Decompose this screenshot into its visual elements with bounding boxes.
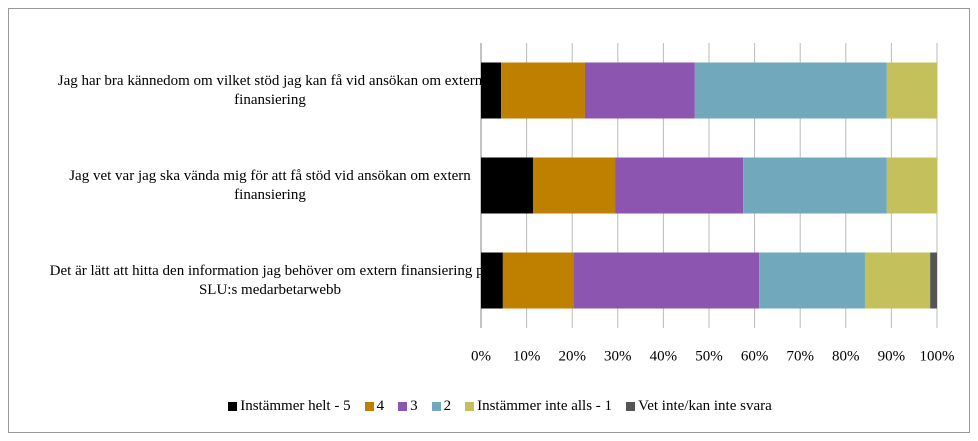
x-tick-label: 80%: [832, 348, 860, 364]
legend-swatch: [626, 402, 636, 411]
legend: Instämmer helt - 5 4 3 2 Instämmer inte alls…: [18, 398, 978, 415]
legend-item: 3: [398, 398, 418, 415]
chart-border: [8, 8, 970, 433]
legend-label: 4: [376, 398, 385, 414]
legend-swatch: [228, 402, 238, 411]
legend-item: Instämmer inte alls - 1: [465, 398, 612, 415]
bar-segment: [532, 157, 616, 214]
bar-segment: [759, 252, 865, 309]
y-tick-label: Det är lätt att hitta den information ja…: [49, 262, 491, 298]
x-tick-label: 10%: [513, 348, 541, 364]
x-tick-label: 30%: [604, 348, 632, 364]
bar-segment: [694, 62, 887, 119]
bar-segment: [481, 252, 503, 309]
bar-segment: [574, 252, 760, 309]
legend-label: 2: [443, 398, 452, 414]
x-tick-label: 100%: [920, 348, 955, 364]
bar-segment: [886, 157, 937, 214]
bar-segment: [743, 157, 887, 214]
bar-segment: [502, 252, 575, 309]
x-tick-label: 0%: [471, 348, 491, 364]
legend-label: Instämmer inte alls - 1: [477, 398, 613, 414]
x-tick-label: 40%: [650, 348, 678, 364]
legend-swatch: [364, 402, 374, 411]
legend-item: Instämmer helt - 5: [228, 398, 351, 415]
bar-segment: [501, 62, 585, 119]
legend-swatch: [465, 402, 475, 411]
legend-swatch: [431, 402, 441, 411]
bar-segment: [930, 252, 937, 309]
bar-segment: [864, 252, 931, 309]
bar-segment: [481, 157, 533, 214]
bar-segment: [615, 157, 744, 214]
legend-label: Instämmer helt - 5: [240, 398, 351, 414]
x-tick-label: 90%: [878, 348, 906, 364]
bar-segment: [481, 62, 502, 119]
x-tick-label: 20%: [558, 348, 586, 364]
legend-item: 4: [364, 398, 385, 415]
y-tick-label: Jag vet var jag ska vända mig för att få…: [69, 167, 471, 203]
legend-swatch: [398, 402, 408, 411]
legend-label: 3: [410, 398, 418, 414]
legend-label: Vet inte/kan inte svara: [638, 398, 772, 414]
x-tick-label: 50%: [695, 348, 723, 364]
legend-item: Vet inte/kan inte svara: [626, 398, 772, 415]
legend-item: 2: [431, 398, 452, 415]
bar-segment: [886, 62, 937, 119]
x-tick-label: 60%: [741, 348, 769, 364]
x-tick-label: 70%: [786, 348, 814, 364]
bar-segment: [584, 62, 695, 119]
y-tick-label: Jag har bra kännedom om vilket stöd jag …: [57, 72, 483, 108]
